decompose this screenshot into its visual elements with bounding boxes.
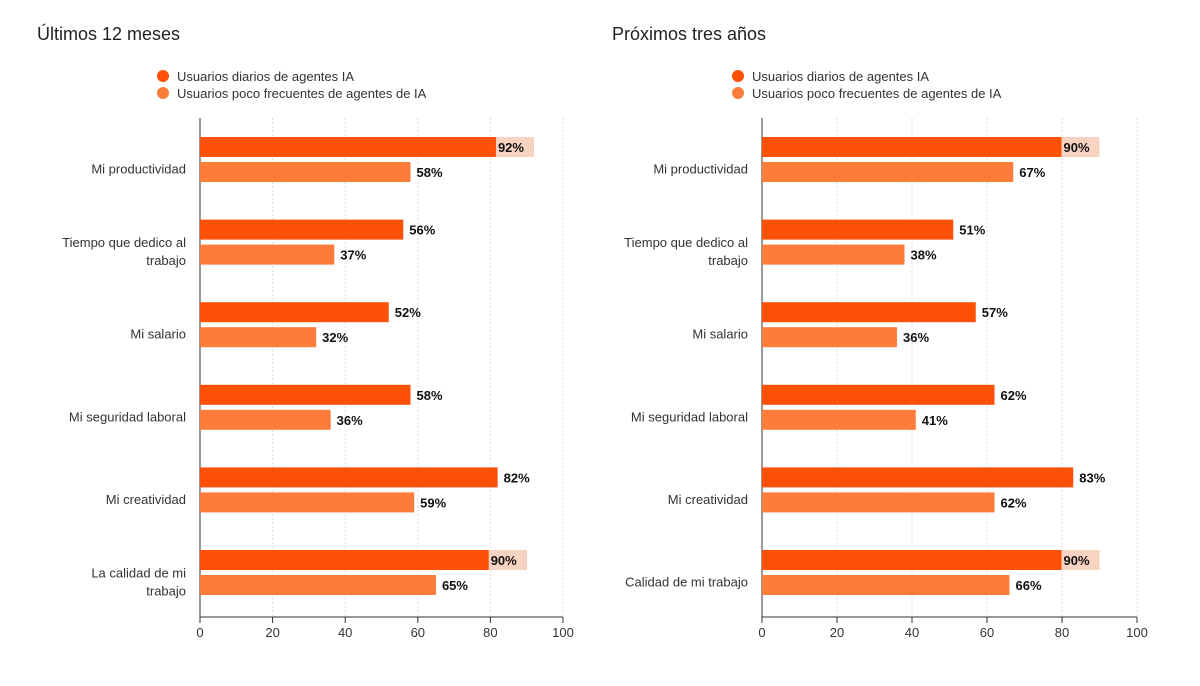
- value-label: 62%: [1001, 495, 1027, 510]
- category-label: Mi seguridad laboral: [69, 409, 186, 424]
- bar-daily: [200, 384, 411, 405]
- bar-daily: [762, 550, 1100, 570]
- value-label: 83%: [1079, 470, 1105, 485]
- legend-marker: [157, 87, 169, 99]
- value-label: 58%: [417, 165, 443, 180]
- value-label: 62%: [1001, 388, 1027, 403]
- value-label: 58%: [417, 388, 443, 403]
- bar-daily: [762, 137, 1100, 157]
- x-tick-label: 40: [905, 625, 919, 640]
- category-label: Mi creatividad: [668, 492, 748, 507]
- value-label: 41%: [922, 413, 948, 428]
- bar-daily: [762, 384, 995, 405]
- bar-daily: [762, 219, 954, 240]
- category-label: Mi seguridad laboral: [631, 409, 748, 424]
- value-label: 92%: [498, 140, 524, 155]
- bar-infrequent: [762, 162, 1014, 182]
- x-tick-label: 100: [1126, 625, 1148, 640]
- value-label: 32%: [322, 330, 348, 345]
- value-label: 90%: [1064, 140, 1090, 155]
- value-label: 57%: [982, 305, 1008, 320]
- x-tick-label: 80: [1055, 625, 1069, 640]
- x-tick-label: 40: [338, 625, 352, 640]
- bar-infrequent: [200, 244, 335, 265]
- bar-infrequent: [762, 575, 1010, 595]
- x-tick-label: 60: [411, 625, 425, 640]
- legend-marker: [157, 70, 169, 82]
- bar-infrequent: [200, 409, 331, 430]
- bar-infrequent: [762, 409, 916, 430]
- bar-daily: [762, 467, 1074, 488]
- value-label: 82%: [504, 470, 530, 485]
- value-label: 59%: [420, 495, 446, 510]
- x-tick-label: 20: [265, 625, 279, 640]
- bar-infrequent: [762, 244, 905, 265]
- legend-label: Usuarios poco frecuentes de agentes de I…: [177, 86, 427, 101]
- value-label-background: [488, 550, 527, 570]
- legend-label: Usuarios diarios de agentes IA: [752, 69, 929, 84]
- bar-daily: [200, 137, 534, 157]
- value-label-background: [495, 137, 534, 157]
- bar-daily: [200, 550, 527, 570]
- x-tick-label: 20: [830, 625, 844, 640]
- bar-infrequent: [200, 575, 436, 595]
- category-label: Mi productividad: [653, 162, 748, 177]
- bar-infrequent: [200, 162, 411, 182]
- value-label: 36%: [337, 413, 363, 428]
- bar-daily: [762, 302, 976, 323]
- value-label: 51%: [959, 223, 985, 238]
- bar-infrequent: [200, 492, 415, 513]
- value-label: 90%: [491, 553, 517, 568]
- legend-label: Usuarios poco frecuentes de agentes de I…: [752, 86, 1002, 101]
- chart-title: Últimos 12 meses: [37, 23, 180, 44]
- bar-infrequent: [200, 327, 317, 348]
- legend-marker: [732, 87, 744, 99]
- value-label: 67%: [1019, 165, 1045, 180]
- x-tick-label: 60: [980, 625, 994, 640]
- chart-title: Próximos tres años: [612, 24, 766, 44]
- category-label: Calidad de mi trabajo: [625, 575, 748, 590]
- category-label: Tiempo que dedico al trabajo: [624, 235, 748, 268]
- bar-infrequent: [762, 327, 897, 348]
- x-tick-label: 100: [552, 625, 574, 640]
- legend-marker: [732, 70, 744, 82]
- category-label: Mi productividad: [91, 162, 186, 177]
- value-label: 65%: [442, 578, 468, 593]
- category-label: Tiempo que dedico al trabajo: [62, 235, 186, 268]
- bar-daily: [200, 467, 498, 488]
- value-label: 37%: [340, 248, 366, 263]
- value-label: 52%: [395, 305, 421, 320]
- category-label: La calidad de mi trabajo: [91, 566, 186, 599]
- value-label: 56%: [409, 223, 435, 238]
- value-label-background: [1061, 137, 1100, 157]
- category-label: Mi salario: [692, 327, 748, 342]
- bar-daily: [200, 302, 389, 323]
- legend-label: Usuarios diarios de agentes IA: [177, 69, 354, 84]
- x-tick-label: 0: [758, 625, 765, 640]
- value-label: 38%: [911, 248, 937, 263]
- value-label: 90%: [1064, 553, 1090, 568]
- bar-infrequent: [762, 492, 995, 513]
- value-label-background: [1061, 550, 1100, 570]
- x-tick-label: 80: [483, 625, 497, 640]
- category-label: Mi creatividad: [106, 492, 186, 507]
- bar-daily: [200, 219, 404, 240]
- category-label: Mi salario: [130, 327, 186, 342]
- value-label: 36%: [903, 330, 929, 345]
- value-label: 66%: [1016, 578, 1042, 593]
- x-tick-label: 0: [196, 625, 203, 640]
